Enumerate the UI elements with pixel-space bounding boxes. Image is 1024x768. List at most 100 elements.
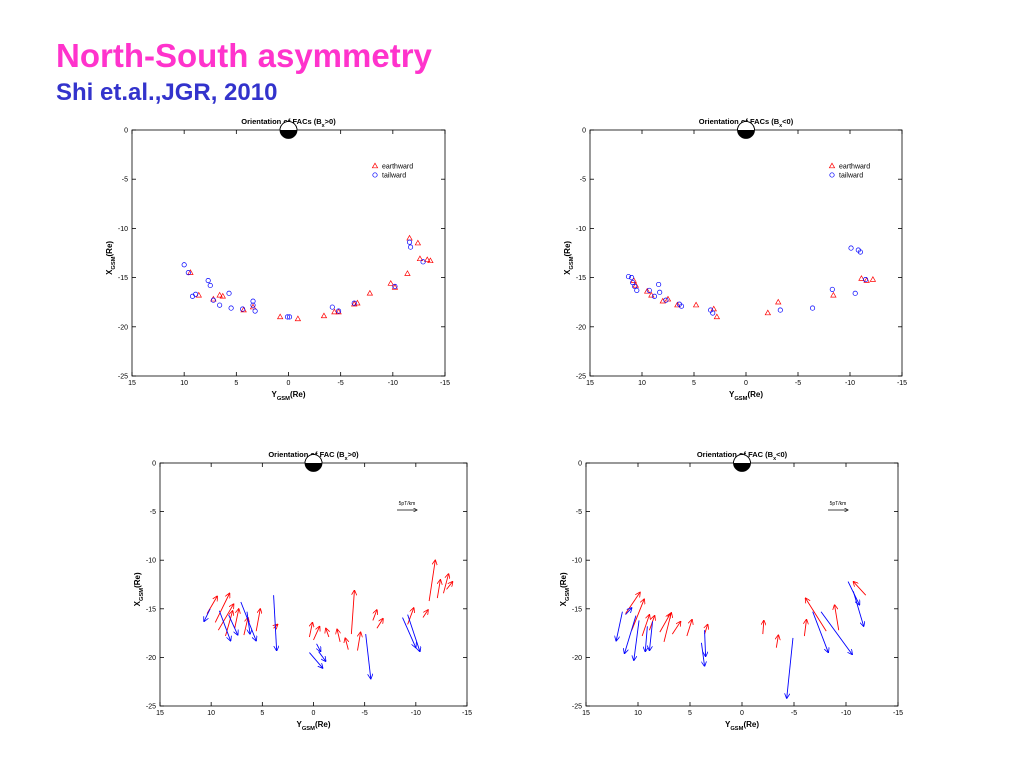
fac-arrow-earthward [663, 613, 671, 642]
x-tick-label: 10 [634, 710, 642, 717]
data-point-tailward [250, 298, 256, 304]
legend: earthward tailward [828, 162, 870, 180]
y-tick-label: 0 [578, 461, 582, 468]
data-point-earthward [404, 270, 411, 276]
data-point-tailward [205, 278, 211, 284]
data-point-tailward [406, 239, 413, 245]
fac-arrow-tailward [309, 652, 322, 669]
data-point-tailward [193, 291, 199, 297]
earth-outline [279, 121, 298, 139]
data-point-tailward [351, 300, 357, 306]
x-tick-label: 15 [586, 380, 594, 387]
x-tick-label: 5 [260, 710, 264, 717]
y-tick-label: -10 [576, 226, 586, 233]
fac-arrow-earthward [631, 599, 644, 631]
y-tick-label: -25 [576, 374, 586, 381]
scale-label: 5pT/km [399, 501, 416, 507]
earth-outline [737, 121, 755, 139]
y-tick-label: -10 [572, 558, 582, 565]
fac-arrow-earthward [326, 628, 329, 638]
data-point-tailward [252, 308, 258, 314]
chart-facs-bx-negative: Orientation of FACs (Bx<0) 15 10 5 0 -5 -10 -15… [563, 117, 907, 402]
data-point-earthward [294, 315, 302, 322]
x-tick-label: 15 [582, 710, 590, 717]
fac-arrow-earthward [214, 593, 229, 623]
x-tick-label: -10 [845, 380, 855, 387]
data-point-tailward [857, 249, 863, 255]
data-point-earthward [632, 281, 639, 288]
fac-arrow-tailward [649, 621, 654, 650]
data-point-tailward [210, 297, 216, 303]
fac-arrow-tailward [228, 614, 238, 635]
x-tick-label: -15 [897, 380, 907, 387]
data-point-earthward [320, 312, 328, 319]
fac-arrow-tailward [616, 611, 623, 641]
data-point-earthward [644, 287, 651, 294]
data-point-earthward [414, 239, 422, 246]
fac-arrow-earthward [345, 638, 348, 650]
legend-label-earthward: earthward [382, 164, 413, 171]
x-tick-label: -5 [795, 380, 801, 387]
data-point-tailward [646, 287, 652, 293]
fac-arrow-tailward [246, 611, 250, 634]
x-tick-label: 10 [638, 380, 646, 387]
y-tick-label: 0 [152, 461, 156, 468]
fac-arrow-earthward [407, 608, 414, 625]
data-point-tailward [240, 306, 246, 312]
data-point-earthward [216, 291, 223, 298]
data-point-tailward [810, 305, 816, 311]
data-point-earthward [764, 309, 772, 316]
chart-title: Orientation of FAC (Bx<0) [697, 450, 788, 462]
y-tick-label: -25 [572, 704, 582, 711]
x-tick-label: -10 [388, 380, 398, 387]
fac-arrow-tailward [624, 615, 637, 654]
data-point-earthward [366, 289, 374, 296]
data-point-tailward [630, 279, 636, 286]
fac-arrow-tailward [787, 637, 794, 698]
earth-night-side [305, 463, 322, 472]
data-point-tailward [656, 281, 662, 288]
data-point-tailward [336, 308, 342, 314]
y-axis-label: XGSM(Re) [559, 572, 571, 606]
fac-arrow-tailward [273, 595, 277, 650]
y-tick-label: -20 [118, 324, 128, 331]
data-point-tailward [284, 314, 291, 320]
chart-fac-arrows-bx-negative: Orientation of FAC (Bx<0) 15 10 5 0 -5 -10 -15 0… [559, 450, 903, 732]
y-tick-label: -5 [150, 509, 156, 516]
data-point-earthward [391, 283, 399, 290]
y-tick-label: -20 [146, 655, 156, 662]
data-point-tailward [329, 304, 335, 310]
fac-arrow-tailward [407, 614, 420, 652]
y-tick-label: 0 [582, 128, 586, 135]
series-tailward [625, 245, 869, 316]
series-tailward [181, 239, 426, 320]
data-point-tailward [228, 305, 234, 311]
x-tick-label: 5 [692, 380, 696, 387]
fac-arrow-earthward [350, 590, 354, 635]
data-point-tailward [632, 283, 638, 290]
x-tick-label: -10 [841, 710, 851, 717]
slide-subtitle: Shi et.al.,JGR, 2010 [56, 79, 278, 106]
y-tick-label: -10 [146, 558, 156, 565]
chart-title: Orientation of FAC (Bx>0) [268, 450, 359, 462]
x-tick-label: -15 [440, 380, 450, 387]
data-point-tailward [657, 289, 663, 295]
fac-arrow-earthward [422, 610, 428, 618]
data-point-earthward [713, 313, 721, 320]
legend: earthward tailward [371, 162, 413, 180]
data-point-tailward [185, 270, 191, 276]
data-point-tailward [663, 297, 669, 303]
y-axis-label: XGSM(Re) [105, 241, 117, 275]
fac-arrow-earthward [243, 618, 248, 636]
x-tick-label: 10 [207, 710, 215, 717]
chart-title: Orientation of FACs (Bx<0) [699, 117, 794, 129]
y-tick-label: -10 [118, 226, 128, 233]
fac-arrow-earthward [835, 605, 840, 631]
data-point-tailward [629, 275, 635, 281]
data-point-tailward [634, 287, 640, 293]
fac-arrow-earthward [671, 621, 680, 635]
fac-arrow-earthward [436, 580, 440, 599]
x-axis-label: YGSM(Re) [271, 390, 305, 402]
legend-label-earthward: earthward [839, 164, 870, 171]
fac-arrow-tailward [645, 626, 647, 651]
